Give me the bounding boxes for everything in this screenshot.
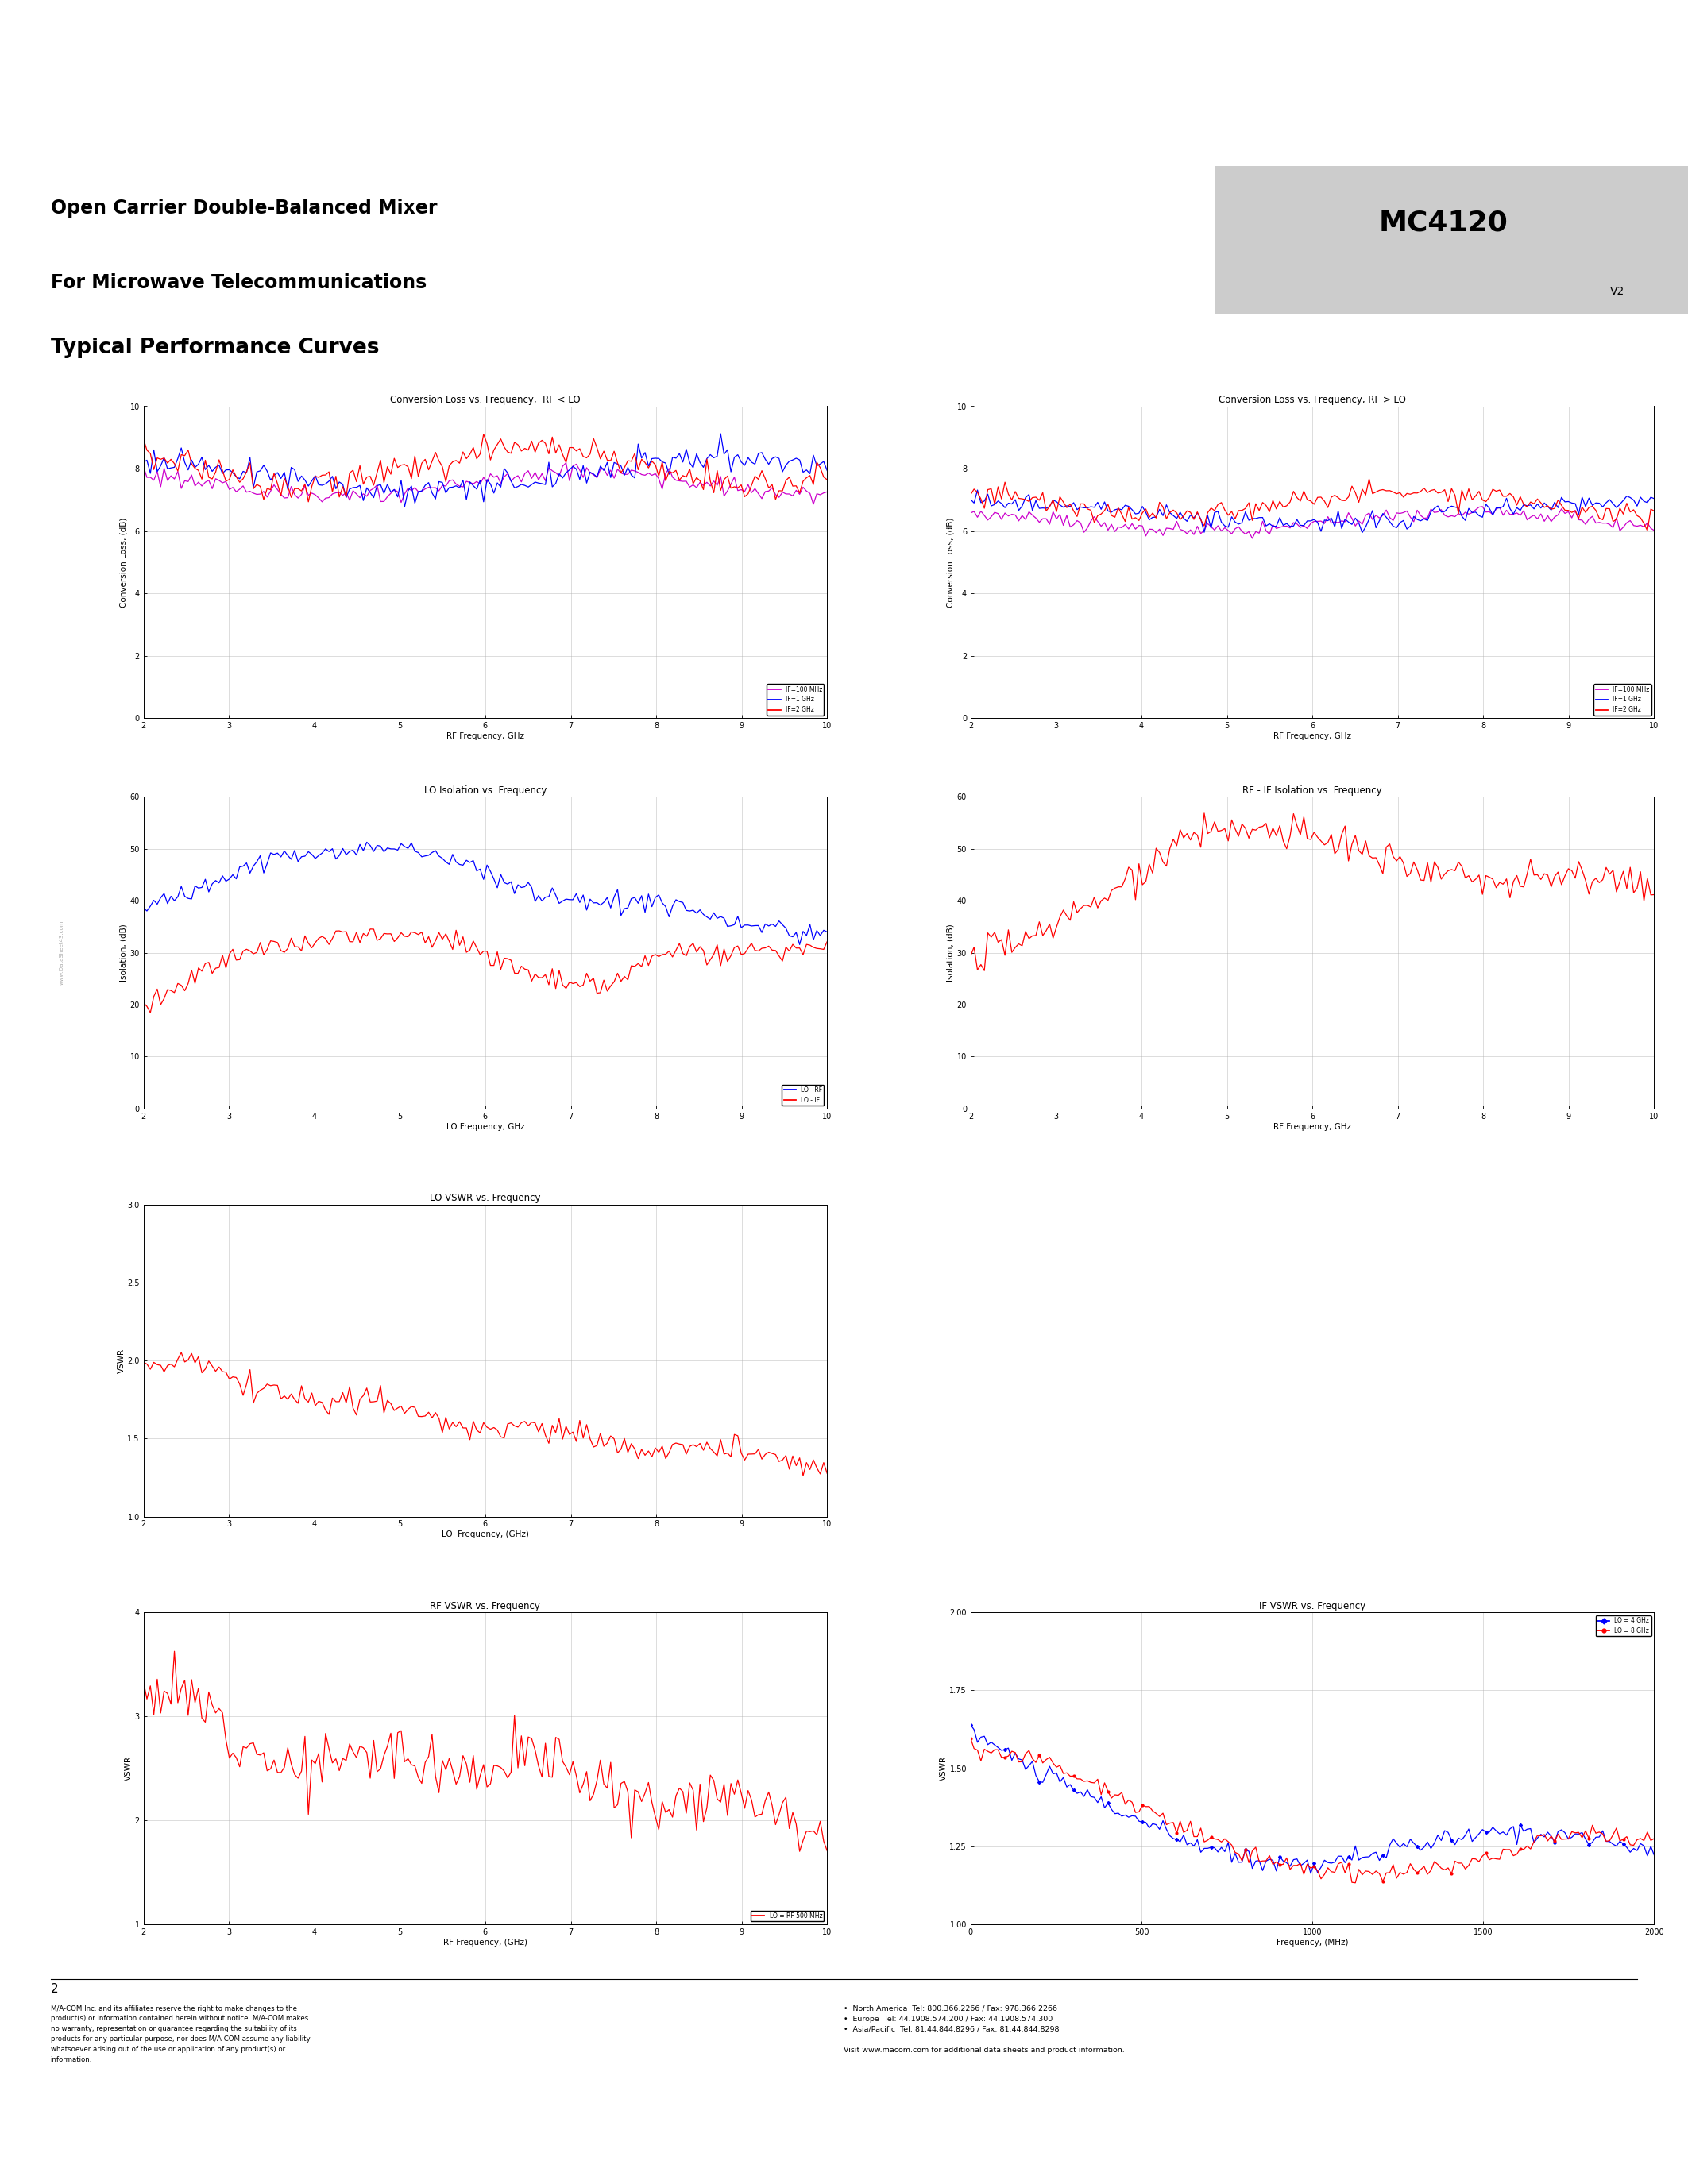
Text: 2: 2 xyxy=(51,1983,59,1994)
Text: www.DataSheet43.com: www.DataSheet43.com xyxy=(59,919,64,985)
Y-axis label: Isolation, (dB): Isolation, (dB) xyxy=(947,924,955,981)
Text: Electronics: Electronics xyxy=(51,120,128,133)
Legend: LO = RF 500 MHz: LO = RF 500 MHz xyxy=(751,1911,824,1922)
Text: •  North America  Tel: 800.366.2266 / Fax: 978.366.2266
•  Europe  Tel: 44.1908.: • North America Tel: 800.366.2266 / Fax:… xyxy=(844,2005,1124,2053)
Y-axis label: Isolation, (dB): Isolation, (dB) xyxy=(120,924,128,981)
Y-axis label: Conversion Loss, (dB): Conversion Loss, (dB) xyxy=(120,518,128,607)
Legend: LO - RF, LO - IF: LO - RF, LO - IF xyxy=(782,1085,824,1105)
Title: Conversion Loss vs. Frequency,  RF < LO: Conversion Loss vs. Frequency, RF < LO xyxy=(390,395,581,406)
Text: Typical Performance Curves: Typical Performance Curves xyxy=(51,339,380,358)
X-axis label: LO  Frequency, (GHz): LO Frequency, (GHz) xyxy=(442,1531,528,1538)
Y-axis label: VSWR: VSWR xyxy=(940,1756,947,1780)
X-axis label: LO Frequency, GHz: LO Frequency, GHz xyxy=(446,1123,525,1131)
Text: V2: V2 xyxy=(1610,286,1624,297)
X-axis label: Frequency, (MHz): Frequency, (MHz) xyxy=(1276,1939,1349,1946)
Text: Open Carrier Double-Balanced Mixer: Open Carrier Double-Balanced Mixer xyxy=(51,199,437,218)
Title: LO Isolation vs. Frequency: LO Isolation vs. Frequency xyxy=(424,786,547,795)
FancyBboxPatch shape xyxy=(1215,166,1688,314)
Text: M/A-COM Inc. and its affiliates reserve the right to make changes to the
product: M/A-COM Inc. and its affiliates reserve … xyxy=(51,2005,311,2064)
Title: Conversion Loss vs. Frequency, RF > LO: Conversion Loss vs. Frequency, RF > LO xyxy=(1219,395,1406,406)
Title: LO VSWR vs. Frequency: LO VSWR vs. Frequency xyxy=(430,1192,540,1203)
Legend: IF=100 MHz, IF=1 GHz, IF=2 GHz: IF=100 MHz, IF=1 GHz, IF=2 GHz xyxy=(766,684,824,714)
Y-axis label: Conversion Loss, (dB): Conversion Loss, (dB) xyxy=(947,518,955,607)
Legend: IF=100 MHz, IF=1 GHz, IF=2 GHz: IF=100 MHz, IF=1 GHz, IF=2 GHz xyxy=(1593,684,1651,714)
Text: tyco: tyco xyxy=(51,41,125,72)
Y-axis label: VSWR: VSWR xyxy=(116,1348,125,1374)
X-axis label: RF Frequency, GHz: RF Frequency, GHz xyxy=(1273,732,1352,740)
Title: RF - IF Isolation vs. Frequency: RF - IF Isolation vs. Frequency xyxy=(1242,786,1382,795)
Title: RF VSWR vs. Frequency: RF VSWR vs. Frequency xyxy=(430,1601,540,1612)
X-axis label: RF Frequency, GHz: RF Frequency, GHz xyxy=(1273,1123,1352,1131)
X-axis label: RF Frequency, GHz: RF Frequency, GHz xyxy=(446,732,525,740)
Text: MC4120: MC4120 xyxy=(1379,210,1507,236)
Y-axis label: VSWR: VSWR xyxy=(125,1756,132,1780)
Text: M/A·COM: M/A·COM xyxy=(1401,57,1592,92)
Legend: LO = 4 GHz, LO = 8 GHz: LO = 4 GHz, LO = 8 GHz xyxy=(1595,1616,1651,1636)
Text: For Microwave Telecommunications: For Microwave Telecommunications xyxy=(51,273,427,293)
X-axis label: RF Frequency, (GHz): RF Frequency, (GHz) xyxy=(444,1939,527,1946)
Title: IF VSWR vs. Frequency: IF VSWR vs. Frequency xyxy=(1259,1601,1366,1612)
